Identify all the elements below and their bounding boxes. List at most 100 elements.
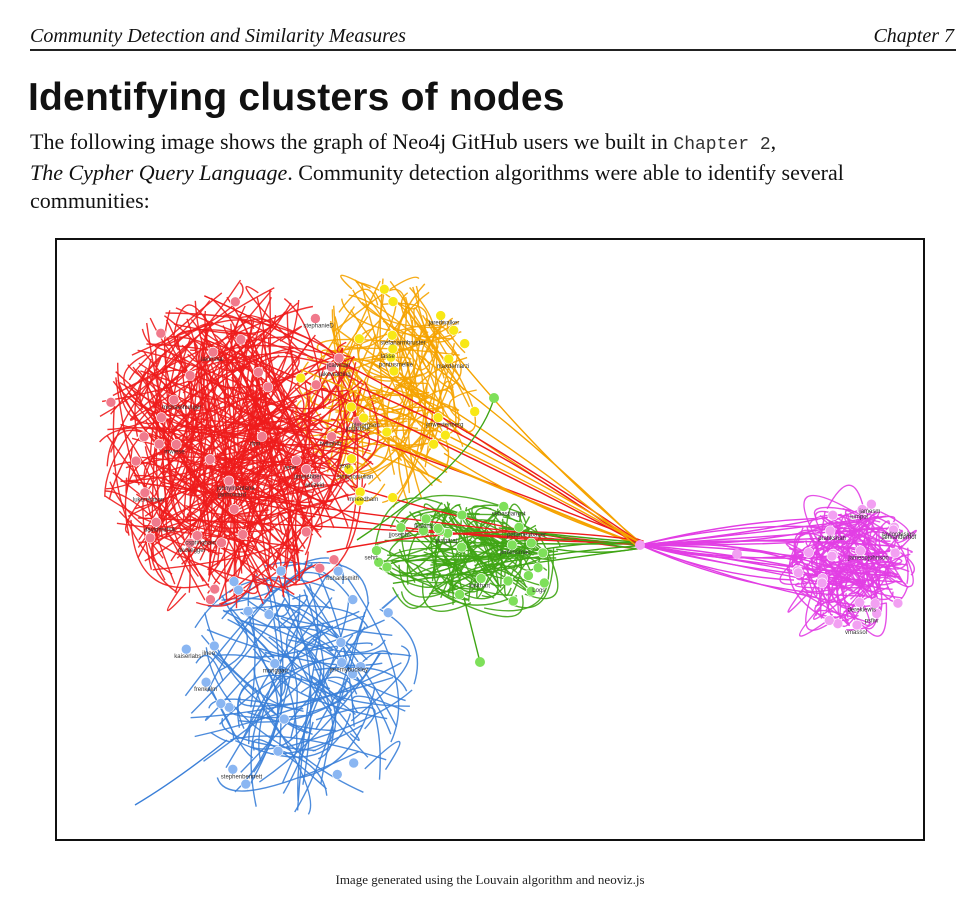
node-label: jimwebber [293,474,321,480]
magenta-node [823,615,835,626]
red-edge [261,384,349,527]
bridge-edge [639,544,865,597]
node-label: mwiese [164,449,185,455]
magenta-node [792,567,804,579]
bridge-edge [326,531,644,553]
graph-edges [99,274,917,815]
orange-node [381,426,393,438]
graph-labels: rene janhoward lukeredman jingstone johnymon… [133,321,917,781]
blue-edge [234,618,286,698]
red-node [150,516,162,528]
blue-edge [364,740,401,770]
red-edge [128,292,223,381]
red-node [216,537,227,549]
magenta-edge [823,565,892,575]
green-node [373,556,385,568]
node-label: moriggan [263,669,288,675]
red-edge [224,480,271,584]
green-edge [421,582,472,612]
red-node [300,526,312,538]
red-edge [148,370,285,598]
orange-node [432,412,444,423]
orange-edge [331,309,428,397]
orange-node [345,401,357,413]
red-node [144,532,156,544]
red-node [138,431,150,442]
magenta-edge [787,579,810,613]
red-node [310,313,321,324]
red-edge [165,349,252,530]
red-edge [337,347,371,452]
blue-node [228,576,240,587]
orange-edge [383,386,445,410]
orange-edge [422,314,477,433]
green-node [456,541,467,553]
red-node [191,530,203,541]
orange-node [428,438,439,450]
red-edge [336,341,351,358]
orange-node [387,492,399,503]
green-edge [384,547,506,565]
blue-edge [258,572,329,762]
green-edge [398,564,459,598]
red-node [237,529,249,540]
orange-node [388,365,400,377]
node-label: lumpol [850,515,868,521]
node-label: cspringhain [185,541,216,547]
node-label: sebastianyot [492,512,526,518]
red-edge [256,551,309,588]
blue-edge [250,609,256,708]
node-label: maxdemarzi [437,364,470,370]
node-label: rene [284,466,297,472]
orange-node [440,429,451,441]
header-rule [30,49,956,51]
magenta-edge [794,582,863,589]
green-edge [456,551,474,579]
node-label: davidmafsik [144,527,177,533]
red-edge [130,398,273,571]
node-label: akollegger [178,548,206,554]
running-header-title: Community Detection and Similarity Measu… [30,25,406,47]
red-edge [251,355,330,395]
node-label: psfiw [865,619,879,625]
magenta-edge [839,600,866,628]
node-label: lasse [381,354,396,360]
red-edge [140,357,162,403]
blue-node [335,637,347,648]
node-label: stefanarmbruster [380,340,425,346]
blue-edge [306,679,349,714]
magenta-node [889,547,901,559]
node-label: michaelhunger [162,405,201,411]
orange-edge [338,288,379,313]
red-edge [230,323,236,597]
orange-edge [308,390,428,447]
red-edge [118,510,273,587]
paragraph-text-3: . Community detection algorithms were ab… [30,160,844,213]
orange-node [448,325,460,336]
bridge-edge [639,515,887,546]
green-node [420,513,432,525]
blue-node [272,745,284,757]
red-edge [150,532,191,593]
node-label: jakewalding [318,372,350,378]
red-edge [203,386,242,422]
node-label: pratikshah [818,536,846,542]
magenta-node [854,597,865,608]
red-edge [258,438,335,529]
green-node [475,573,487,584]
node-label: lavinska [201,357,223,363]
running-header-chapter: Chapter 7 [873,25,954,47]
orange-node [459,338,471,349]
blue-edge [204,653,267,721]
red-edge [259,334,289,416]
magenta-node [826,550,838,562]
red-edge [173,304,214,335]
red-node [301,464,312,475]
hub-node [635,540,645,550]
orange-edge [399,328,416,423]
blue-edge [259,652,382,783]
red-node [262,381,274,393]
bridge-edge [204,338,637,544]
red-edge [125,456,226,469]
orange-node [343,464,355,475]
